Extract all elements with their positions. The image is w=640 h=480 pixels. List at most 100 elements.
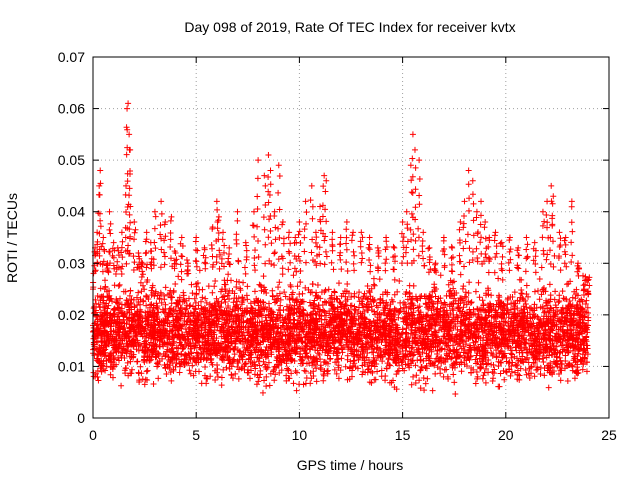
roti-point — [335, 375, 342, 382]
roti-point — [434, 306, 441, 313]
roti-point — [112, 323, 119, 330]
roti-point — [221, 296, 228, 303]
roti-point — [497, 299, 504, 306]
roti-point — [501, 376, 508, 383]
roti-point — [110, 328, 117, 335]
roti-point — [142, 344, 149, 351]
roti-point — [531, 359, 538, 366]
roti-point — [122, 370, 129, 377]
roti-point — [351, 357, 358, 364]
roti-point — [488, 292, 495, 299]
roti-point — [345, 337, 352, 344]
roti-point — [105, 320, 112, 327]
roti-point — [178, 325, 185, 332]
roti-point — [585, 310, 592, 316]
roti-point — [477, 361, 484, 368]
roti-point — [330, 306, 337, 313]
roti-point — [555, 326, 562, 333]
roti-point — [338, 342, 345, 349]
roti-point — [531, 328, 538, 335]
roti-point — [293, 325, 300, 332]
roti-point — [186, 340, 193, 347]
roti-point — [493, 347, 500, 354]
roti-point — [487, 345, 494, 352]
roti-point — [347, 330, 354, 337]
roti-point — [145, 320, 152, 327]
roti-point — [187, 345, 194, 352]
roti-point — [248, 367, 255, 374]
roti-point — [181, 355, 188, 362]
roti-point — [495, 324, 502, 331]
roti-point — [313, 315, 320, 322]
roti-point — [505, 366, 512, 373]
roti-point — [425, 353, 432, 360]
roti-point — [463, 294, 470, 301]
roti-point — [196, 309, 203, 316]
roti-point — [285, 366, 292, 373]
roti-point — [546, 327, 553, 334]
roti-point — [268, 351, 275, 358]
roti-point — [574, 292, 581, 299]
roti-point — [269, 293, 276, 300]
roti-point — [335, 280, 342, 287]
roti-point — [284, 365, 291, 372]
roti-point — [545, 384, 552, 391]
roti-point — [109, 317, 116, 324]
roti-point — [537, 370, 544, 377]
roti-point — [190, 312, 197, 319]
roti-point — [412, 327, 419, 334]
roti-point — [364, 345, 371, 352]
roti-point — [574, 306, 581, 313]
roti-point — [425, 336, 432, 343]
roti-point — [444, 310, 451, 316]
roti-point — [361, 321, 368, 328]
roti-point — [139, 333, 146, 340]
roti-point — [495, 275, 502, 282]
roti-point — [260, 273, 267, 280]
roti-point — [208, 342, 215, 349]
roti-point — [341, 317, 348, 324]
roti-point — [143, 332, 150, 339]
roti-point — [482, 365, 489, 372]
roti-point — [466, 279, 473, 286]
roti-point — [341, 305, 348, 312]
roti-point — [157, 289, 164, 296]
roti-point — [228, 277, 235, 284]
roti-point — [130, 353, 137, 360]
roti-point — [571, 288, 578, 295]
roti-point — [180, 289, 187, 296]
roti-point — [143, 302, 150, 309]
roti-point — [220, 325, 227, 332]
roti-point — [102, 352, 109, 359]
roti-point — [132, 331, 139, 338]
roti-point — [312, 310, 319, 317]
roti-point — [176, 360, 183, 367]
roti-point — [191, 305, 198, 312]
roti-point — [189, 362, 196, 369]
roti-point — [434, 333, 441, 340]
roti-point — [184, 332, 191, 339]
roti-point — [416, 318, 423, 325]
roti-point — [143, 357, 150, 364]
roti-point — [409, 315, 416, 322]
roti-point — [554, 361, 561, 368]
roti-point — [196, 267, 203, 274]
roti-point — [165, 311, 172, 318]
roti-point — [539, 355, 546, 362]
roti-point — [266, 382, 273, 389]
roti-point — [454, 333, 461, 340]
roti-point — [173, 344, 180, 351]
roti-point — [166, 347, 173, 354]
roti-point — [371, 345, 378, 352]
roti-point — [437, 355, 444, 362]
roti-point — [150, 381, 157, 388]
roti-point — [534, 324, 541, 331]
roti-point — [293, 340, 300, 347]
roti-point — [218, 382, 225, 389]
roti-point — [466, 356, 473, 363]
roti-point — [286, 308, 293, 315]
roti-point — [527, 364, 534, 371]
roti-point — [274, 355, 281, 362]
roti-point — [297, 310, 304, 317]
roti-point — [442, 355, 449, 362]
